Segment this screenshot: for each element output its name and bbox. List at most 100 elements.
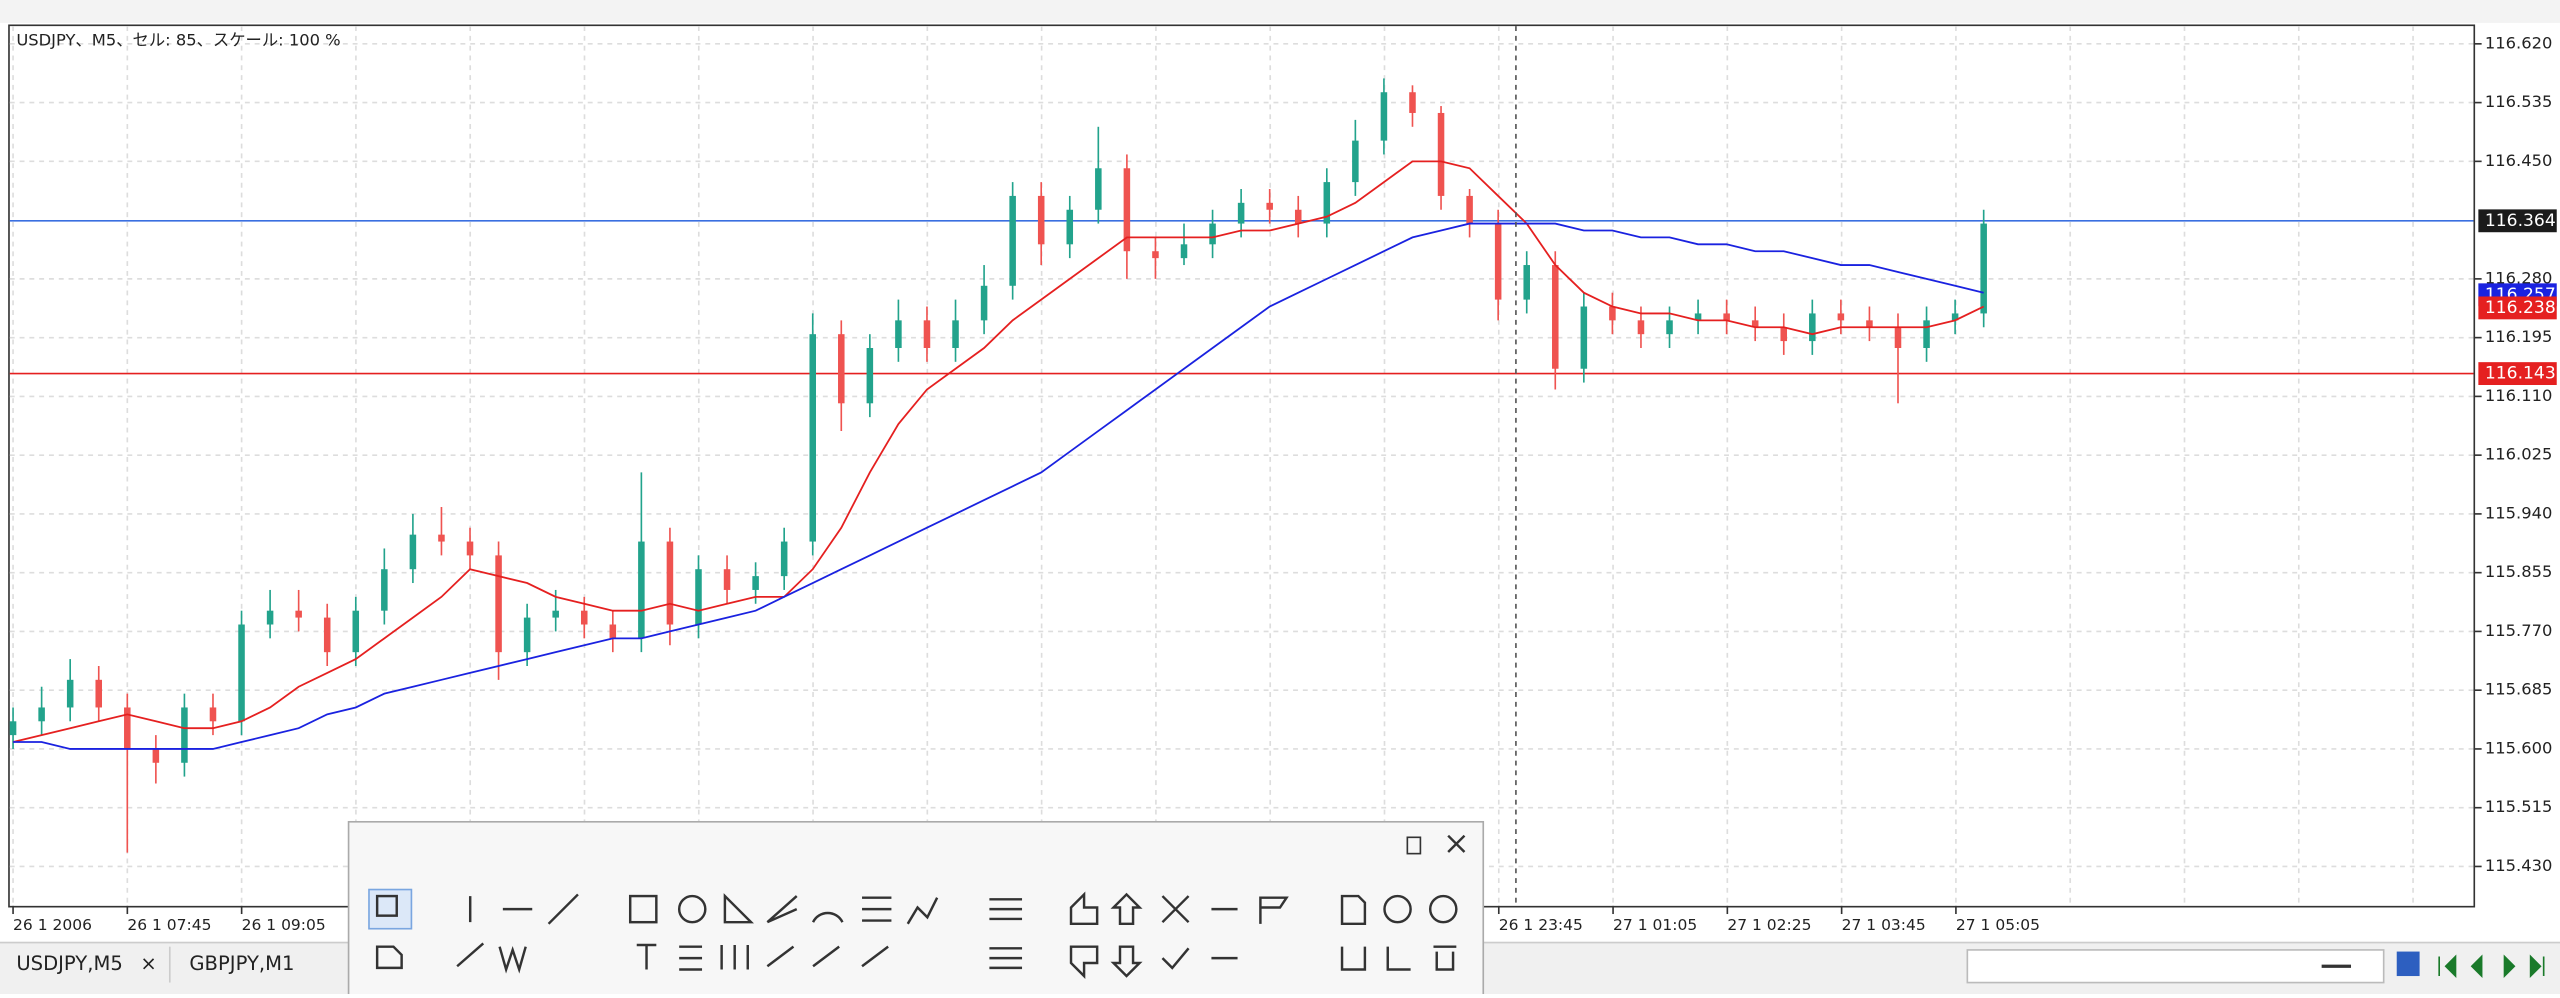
candle-body [1009, 195, 1016, 286]
candle-body [438, 534, 445, 542]
x-tick-label: 27 1 03:45 [1842, 916, 1926, 934]
candle-body [181, 707, 188, 763]
price-marker [2478, 296, 2557, 320]
y-tick-label: 115.515 [2485, 797, 2552, 816]
y-tick-label: 115.940 [2485, 503, 2552, 522]
candle-body [1637, 320, 1645, 335]
y-tick-label: 116.195 [2485, 327, 2552, 346]
scroll-box[interactable] [1966, 949, 2385, 984]
candle-body [1437, 112, 1445, 196]
candle-body [1866, 320, 1873, 328]
candle-body [95, 679, 103, 708]
y-tick-label: 115.685 [2485, 680, 2552, 699]
y-tick-label: 115.770 [2485, 621, 2552, 640]
price-marker [2478, 362, 2557, 386]
candle-body [666, 541, 674, 625]
candle-body [1894, 327, 1902, 349]
candle-body [466, 541, 474, 556]
candle-body [1609, 306, 1616, 321]
candle-body [923, 320, 931, 349]
axes: 116.620 116.535 116.450 116.280 116.195 116.1… [12, 33, 2557, 934]
y-tick-label: 115.855 [2485, 562, 2552, 581]
candle-body [723, 569, 731, 590]
candle-body [209, 707, 217, 722]
chart-title: USDJPY、M5、セル: 85、スケール: 100 % [16, 30, 340, 49]
candle-body [38, 707, 45, 722]
candle-body [1209, 223, 1216, 245]
candle-body [323, 617, 331, 653]
candle-body [1980, 223, 1987, 314]
candle-body [1751, 320, 1759, 328]
candle-body [895, 320, 902, 349]
price-marker-label: 116.238 [2485, 298, 2556, 318]
candle-body [638, 541, 645, 639]
candle-body [1266, 202, 1273, 210]
candle-body [980, 285, 988, 321]
top-toolbar [0, 0, 2560, 23]
chart-icon[interactable] [2396, 951, 2420, 977]
candle-body [1037, 195, 1045, 245]
candle-body [552, 610, 559, 618]
y-tick-label: 116.535 [2485, 92, 2552, 111]
y-tick-label: 116.450 [2485, 151, 2552, 170]
candle-body [838, 334, 845, 404]
candle-body [580, 610, 588, 625]
candle-body [381, 569, 388, 611]
candle-body [1095, 168, 1102, 210]
candle-body [1523, 265, 1530, 300]
candle-body [1152, 251, 1159, 259]
candle-body [152, 748, 160, 763]
tab[interactable]: GBPJPY,M1 [189, 952, 294, 975]
candle-body [1323, 182, 1331, 224]
tab[interactable]: USDJPY,M5 [16, 952, 123, 975]
candle-body [1494, 223, 1502, 300]
candle-body [352, 610, 360, 653]
candle-body [1837, 313, 1845, 321]
candle-body [1409, 92, 1416, 113]
x-tick-label: 27 1 02:25 [1727, 916, 1811, 934]
candle-body [238, 624, 245, 722]
nav-icons[interactable] [2438, 954, 2545, 979]
candle-body [1723, 313, 1730, 321]
moving-average [12, 160, 1985, 743]
candle-body [1180, 244, 1188, 259]
candle-body [952, 320, 959, 349]
candle-body [295, 610, 302, 618]
candle-body [752, 576, 759, 590]
candle-body [1694, 313, 1702, 321]
x-tick-label: 26 1 09:05 [242, 916, 326, 934]
tab-close[interactable]: × [140, 952, 156, 975]
candle-body [1237, 202, 1245, 224]
y-tick-label: 116.280 [2485, 268, 2552, 287]
candle-body [1809, 313, 1816, 342]
candle-body [1666, 320, 1673, 335]
candle-body [1552, 265, 1559, 369]
candle-body [523, 617, 531, 653]
candle-body [695, 569, 702, 625]
price-marker-label: 116.143 [2485, 364, 2556, 384]
close-icon[interactable] [1447, 834, 1466, 853]
price-marker [2478, 209, 2557, 233]
candle-body [1580, 306, 1588, 369]
candle-body [495, 555, 502, 653]
candle-body [124, 707, 131, 749]
x-tick-label: 26 1 23:45 [1499, 916, 1583, 934]
x-tick-label: 26 1 2006 [13, 916, 92, 934]
candle-body [1380, 92, 1388, 141]
y-tick-label: 116.620 [2485, 33, 2552, 52]
moving-average [13, 222, 1984, 750]
candle-body [1352, 140, 1359, 183]
y-tick-label: 116.110 [2485, 386, 2552, 405]
tool-icons[interactable] [375, 891, 1458, 980]
plot [9, 78, 2474, 853]
candle-body [1123, 168, 1131, 252]
candle-body [1294, 209, 1302, 224]
candle-body [1951, 313, 1959, 321]
candle-body [66, 679, 74, 708]
candle-body [9, 721, 17, 736]
x-tick-label: 27 1 05:05 [1956, 916, 2040, 934]
candle-body [809, 334, 816, 542]
pin-icon[interactable] [1406, 836, 1422, 855]
